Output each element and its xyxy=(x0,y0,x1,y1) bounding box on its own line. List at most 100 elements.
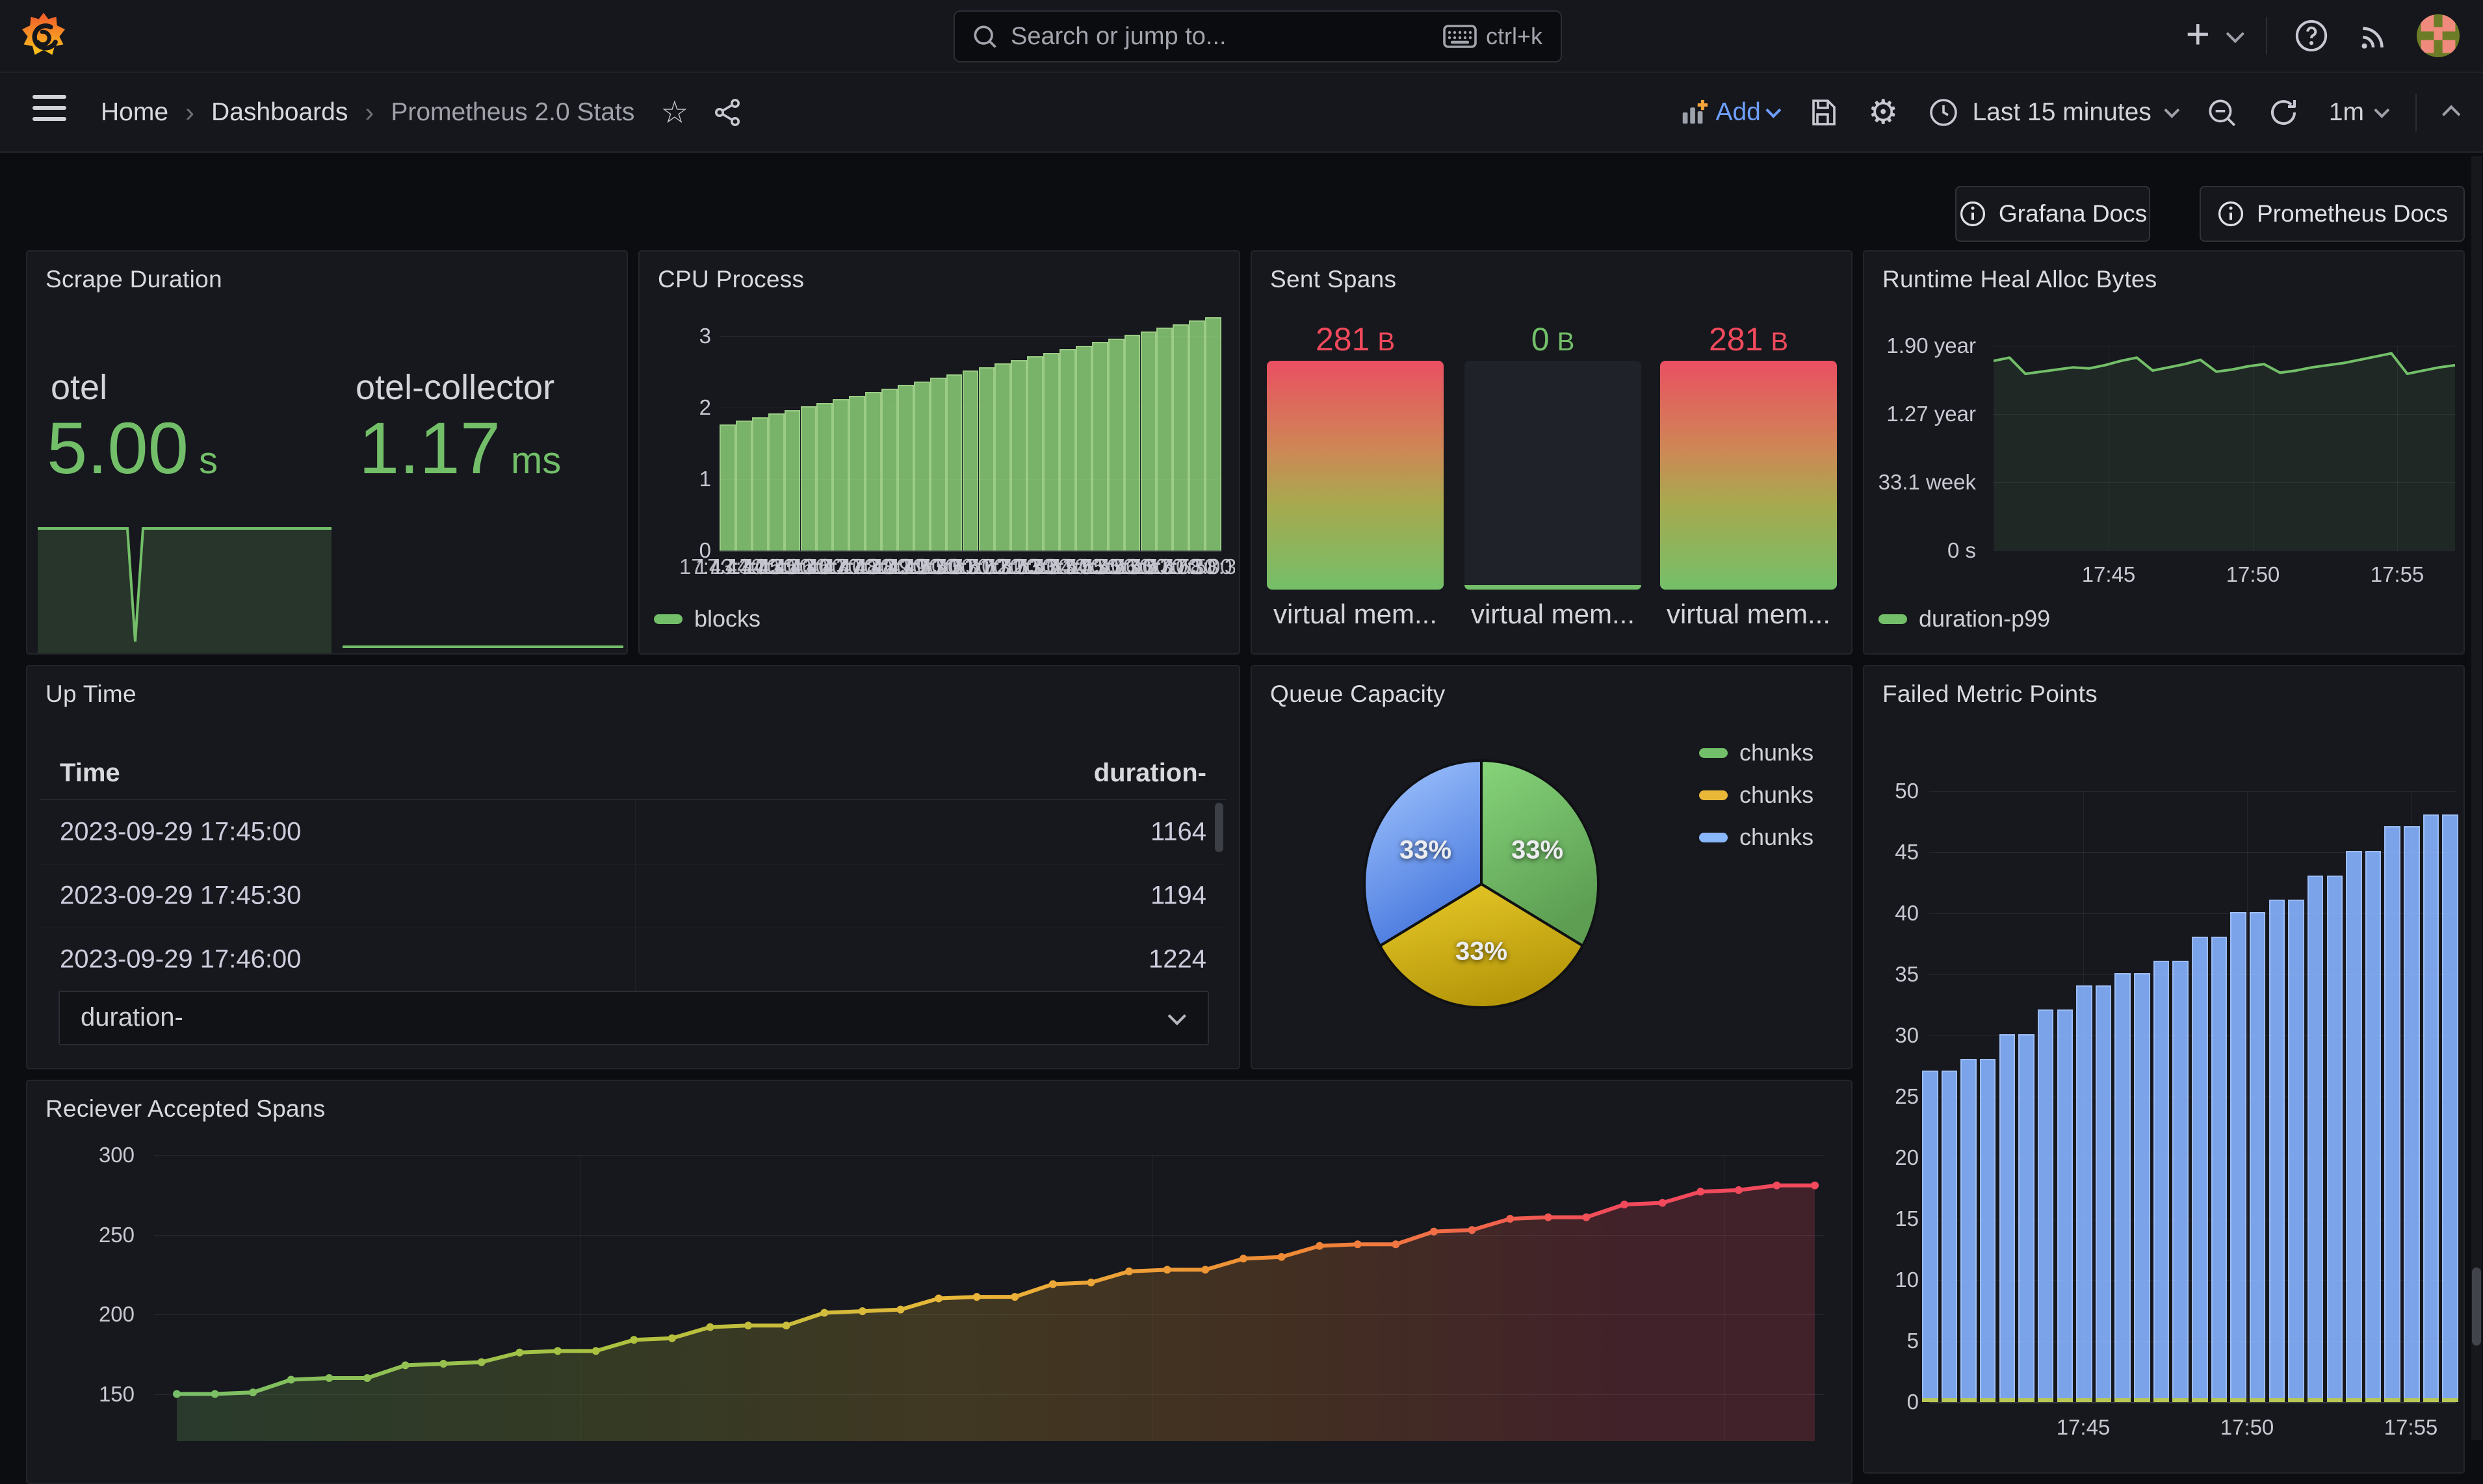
divider xyxy=(2415,93,2417,131)
bar xyxy=(2346,851,2362,1402)
table-scrollbar[interactable] xyxy=(1215,803,1223,852)
gauge: 281 B virtual mem... xyxy=(1267,252,1444,653)
metric-select-dropdown[interactable]: duration- xyxy=(58,991,1209,1045)
gridline xyxy=(2083,791,2084,1402)
gridline xyxy=(1929,852,2456,853)
gridline xyxy=(720,479,1221,480)
x-tick-label: 17:44:30 xyxy=(711,554,796,579)
table-header-duration[interactable]: duration- xyxy=(1093,759,1206,787)
panel-title[interactable]: CPU Process xyxy=(658,266,805,293)
collapse-toolbar-icon[interactable] xyxy=(2442,105,2461,124)
user-avatar[interactable] xyxy=(2417,14,2460,57)
gridline xyxy=(2247,791,2248,1402)
cpu-x-axis: 17:43:30 17:44:00 17:44:30 17:45:00 17:45:30… xyxy=(642,554,1235,583)
bar xyxy=(2211,936,2228,1402)
page-scrollbar[interactable] xyxy=(2472,1268,2481,1346)
panel-title[interactable]: Reciever Accepted Spans xyxy=(46,1095,326,1122)
grafana-logo[interactable] xyxy=(18,10,69,61)
pie-chart xyxy=(1363,759,1600,1009)
gridline xyxy=(2253,346,2254,551)
stat-sparkline xyxy=(38,527,332,653)
favorite-star-icon[interactable]: ☆ xyxy=(660,94,689,131)
x-tick-label: 17:52:00 xyxy=(954,554,1038,579)
save-dashboard-icon[interactable] xyxy=(1807,97,1838,128)
news-rss-icon[interactable] xyxy=(2356,18,2391,53)
bar-base-tick xyxy=(2114,1398,2131,1402)
y-tick-label: 150 xyxy=(98,1381,135,1406)
runtime-line-chart xyxy=(1994,352,2455,551)
grafana-docs-button[interactable]: Grafana Docs xyxy=(1955,186,2150,242)
add-panel-button[interactable]: Add xyxy=(1679,98,1782,127)
panel-title[interactable]: Queue Capacity xyxy=(1270,681,1446,707)
keyboard-icon xyxy=(1443,25,1477,48)
x-tick-label: 17:55:30 xyxy=(1067,554,1152,579)
panel-title[interactable]: Runtime Heal Alloc Bytes xyxy=(1882,266,2157,293)
panel-cpu-process: CPU Process 17:43:30 17:44:00 17:44:30 17:4… xyxy=(638,250,1240,655)
mega-menu-icon[interactable] xyxy=(32,95,66,124)
bar-base-tick xyxy=(2211,1398,2228,1402)
x-tick-label: 17:45 xyxy=(2056,1415,2111,1439)
share-icon[interactable] xyxy=(712,97,743,128)
breadcrumb-dashboards[interactable]: Dashboards xyxy=(211,98,348,126)
info-icon xyxy=(2218,201,2244,227)
legend-color-pill xyxy=(1699,790,1728,800)
x-tick-label: 17:50:30 xyxy=(905,554,990,579)
table-row: 2023-09-29 17:45:00 1164 xyxy=(27,800,1239,864)
help-icon[interactable] xyxy=(2293,18,2330,54)
x-tick-label: 17:58:30 xyxy=(1165,554,1235,579)
x-tick-label: 17:53:30 xyxy=(1003,554,1087,579)
bar xyxy=(816,402,833,551)
bar-base-tick xyxy=(2076,1398,2092,1402)
new-button[interactable]: + xyxy=(2185,10,2210,57)
panel-scrape-duration: Scrape Duration otel 5.00 s otel-collect… xyxy=(26,250,628,655)
panel-title[interactable]: Up Time xyxy=(46,681,136,707)
x-tick-label: 17:53:00 xyxy=(987,554,1071,579)
bar-base-tick xyxy=(2288,1398,2304,1402)
breadcrumb: Home › Dashboards › Prometheus 2.0 Stats… xyxy=(101,73,743,151)
x-tick-label: 17:43:30 xyxy=(679,554,763,579)
x-tick-label: 17:52:30 xyxy=(970,554,1054,579)
bar xyxy=(1043,352,1060,551)
bar xyxy=(1960,1058,1977,1402)
bar xyxy=(978,367,995,551)
breadcrumb-home[interactable]: Home xyxy=(101,98,169,126)
bar xyxy=(994,363,1011,551)
legend-blocks[interactable]: blocks xyxy=(654,605,760,632)
time-range-picker[interactable]: Last 15 minutes xyxy=(1928,97,2180,128)
bar xyxy=(2057,1009,2074,1402)
refresh-icon[interactable] xyxy=(2268,97,2299,128)
panel-title[interactable]: Scrape Duration xyxy=(46,266,222,293)
bar xyxy=(1011,359,1028,551)
page-scrollbar-track xyxy=(2471,156,2482,1440)
zoom-out-icon[interactable] xyxy=(2205,96,2238,129)
bar xyxy=(2037,1009,2054,1402)
panel-title[interactable]: Failed Metric Points xyxy=(1882,681,2098,707)
bar xyxy=(2404,826,2420,1402)
panel-sent-spans: Sent Spans 281 B virtual mem... 0 B virtual m… xyxy=(1251,250,1852,655)
prometheus-docs-button[interactable]: Prometheus Docs xyxy=(2200,186,2465,242)
legend-item[interactable]: chunks xyxy=(1699,781,1814,809)
legend-item[interactable]: chunks xyxy=(1699,824,1814,851)
gridline xyxy=(720,336,1221,337)
stat-value: 1.17 ms xyxy=(359,408,562,489)
bar xyxy=(1922,1071,1938,1402)
stat-name: otel-collector xyxy=(356,368,555,407)
refresh-interval-dropdown[interactable]: 1m xyxy=(2329,98,2390,127)
search-input[interactable]: Search or jump to... ctrl+k xyxy=(954,10,1562,62)
dashboard-settings-icon[interactable]: ⚙ xyxy=(1867,92,1899,132)
table-header-time[interactable]: Time xyxy=(60,759,120,787)
legend-item[interactable]: chunks xyxy=(1699,739,1814,766)
bar-base-tick xyxy=(1960,1398,1977,1402)
stat-sparkline xyxy=(343,645,623,648)
panel-title[interactable]: Sent Spans xyxy=(1270,266,1397,293)
bar xyxy=(1075,345,1092,551)
column-divider xyxy=(635,800,636,999)
y-tick-label: 15 xyxy=(1895,1206,1919,1230)
bar xyxy=(735,421,752,551)
bar xyxy=(1027,356,1044,551)
new-chevron-down-icon[interactable] xyxy=(2226,25,2244,44)
header-separator xyxy=(40,799,1226,800)
gauge-bar xyxy=(1267,361,1444,590)
legend-duration-p99[interactable]: duration-p99 xyxy=(1878,605,2050,632)
